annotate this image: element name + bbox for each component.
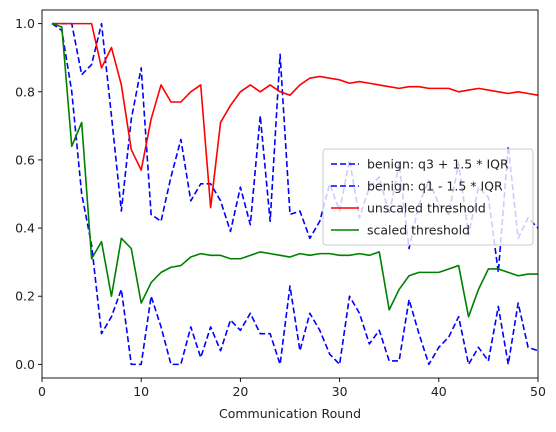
x-axis-title: Communication Round <box>219 406 361 421</box>
legend-box <box>322 148 534 246</box>
y-tick-label: 0.2 <box>15 289 35 304</box>
series-line-4 <box>51 22 538 318</box>
y-tick-label: 0.6 <box>15 152 35 167</box>
y-tick-label: 0.8 <box>15 84 35 99</box>
legend: benign: q3 + 1.5 * IQR benign: q1 - 1.5 *… <box>322 148 534 246</box>
x-tick-label: 50 <box>530 384 546 399</box>
series-line-2 <box>51 22 539 366</box>
series-line-3 <box>51 22 539 209</box>
plot-frame <box>41 9 539 379</box>
legend-label: benign: q1 - 1.5 * IQR <box>367 179 503 194</box>
y-tick-label: 0.4 <box>15 221 35 236</box>
y-tick-label: 1.0 <box>15 16 35 31</box>
x-tick-label: 10 <box>133 384 149 399</box>
y-axis: 0.0 0.2 0.4 0.6 0.8 1.0 <box>15 16 42 372</box>
legend-label: benign: q3 + 1.5 * IQR <box>367 157 509 172</box>
x-tick-label: 40 <box>431 384 447 399</box>
x-tick-label: 20 <box>232 384 248 399</box>
legend-label: scaled threshold <box>367 223 470 238</box>
x-tick-label: 30 <box>332 384 348 399</box>
y-tick-label: 0.0 <box>15 357 35 372</box>
x-axis: 0 10 20 30 40 50 <box>38 378 546 399</box>
legend-label: unscaled threshold <box>367 201 486 216</box>
x-tick-label: 0 <box>38 384 46 399</box>
